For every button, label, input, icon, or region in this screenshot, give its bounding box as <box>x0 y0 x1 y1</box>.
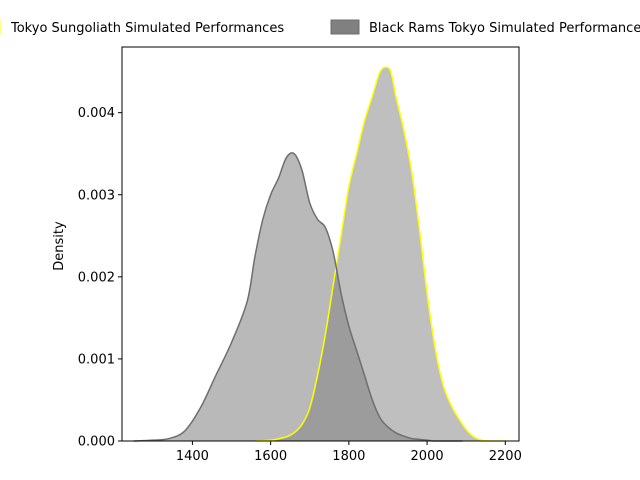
x-tick-label-4: 2200 <box>489 449 522 464</box>
legend-swatch-1 <box>330 19 360 35</box>
x-tick-label-1: 1600 <box>254 449 287 464</box>
y-tick-label-2: 0.002 <box>78 270 115 285</box>
x-axis: 1400 1600 1800 2000 2200 <box>176 441 522 464</box>
y-tick-label-0: 0.000 <box>78 435 115 450</box>
y-tick-label-4: 0.004 <box>78 106 115 121</box>
legend-label-1: Black Rams Tokyo Simulated Performances <box>369 21 640 36</box>
x-tick-label-2: 1800 <box>332 449 365 464</box>
y-axis-label: Density <box>52 221 67 271</box>
series-line-1 <box>133 152 463 442</box>
x-tick-label-0: 1400 <box>176 449 209 464</box>
series-area-0 <box>254 67 506 441</box>
legend: Tokyo Sungoliath Simulated Performances B… <box>0 19 640 36</box>
y-tick-label-3: 0.003 <box>78 188 115 203</box>
plot-area <box>121 46 520 442</box>
series-line-0 <box>254 66 506 442</box>
legend-label-0: Tokyo Sungoliath Simulated Performances <box>10 21 284 36</box>
y-axis: 0.000 0.001 0.002 0.003 0.004 <box>78 106 122 450</box>
plot-frame <box>121 46 520 442</box>
series-area-1 <box>133 152 463 441</box>
y-tick-label-1: 0.001 <box>78 352 115 367</box>
x-tick-label-3: 2000 <box>411 449 444 464</box>
